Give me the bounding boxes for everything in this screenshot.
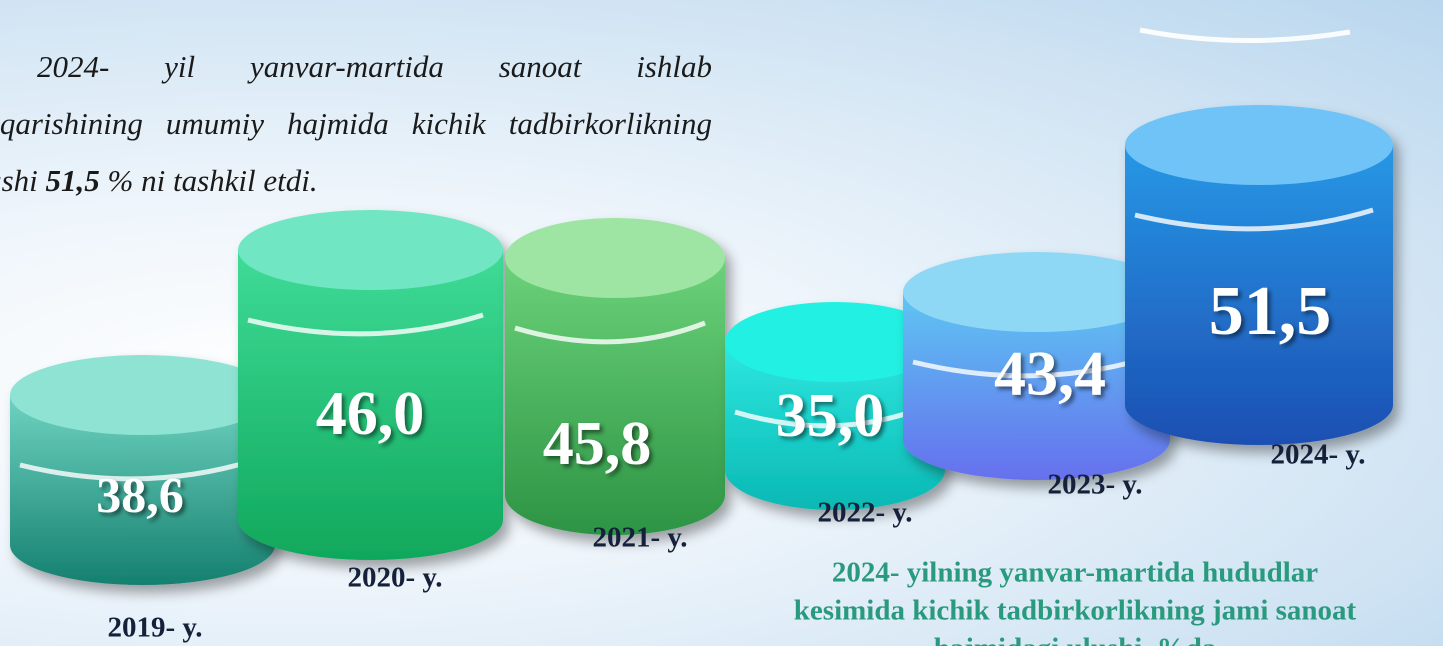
value-label: 43,4	[994, 338, 1106, 409]
arrow-decoration	[1140, 30, 1350, 41]
infographic: 38,6 2019- y. 46,0 2020- y. 45,8 2021- y. 35,0…	[0, 0, 1443, 646]
intro-text-part: % ni tashkil etdi.	[100, 163, 318, 198]
caption-line: kesimida kichik tadbirkorlikning jami sa…	[794, 595, 1357, 627]
year-label: 2021- y.	[592, 522, 687, 554]
year-label: 2020- y.	[347, 562, 442, 594]
cylinder-top	[238, 210, 503, 290]
intro-emphasis: 51,5	[46, 163, 100, 198]
cylinder	[505, 218, 725, 535]
cylinder-top	[1125, 105, 1393, 185]
value-label: 46,0	[316, 380, 425, 448]
year-label: 2023- y.	[1047, 469, 1142, 501]
value-label: 38,6	[96, 466, 184, 522]
cylinder-top	[10, 355, 275, 435]
year-label: 2022- y.	[817, 497, 912, 529]
year-label: 2019- y.	[107, 612, 202, 644]
cylinder-body	[505, 258, 725, 535]
year-label: 2024- y.	[1270, 439, 1365, 471]
value-label: 35,0	[776, 382, 885, 450]
intro-text: 2024- yil yanvar-martida sanoat ishlab c…	[0, 38, 712, 209]
caption-line: hajmidagi ulushi, %da	[934, 633, 1217, 646]
value-label: 51,5	[1209, 273, 1332, 350]
caption-line: 2024- yilning yanvar-martida hududlar	[832, 557, 1318, 589]
value-label: 45,8	[543, 410, 652, 478]
cylinder-top	[505, 218, 725, 298]
